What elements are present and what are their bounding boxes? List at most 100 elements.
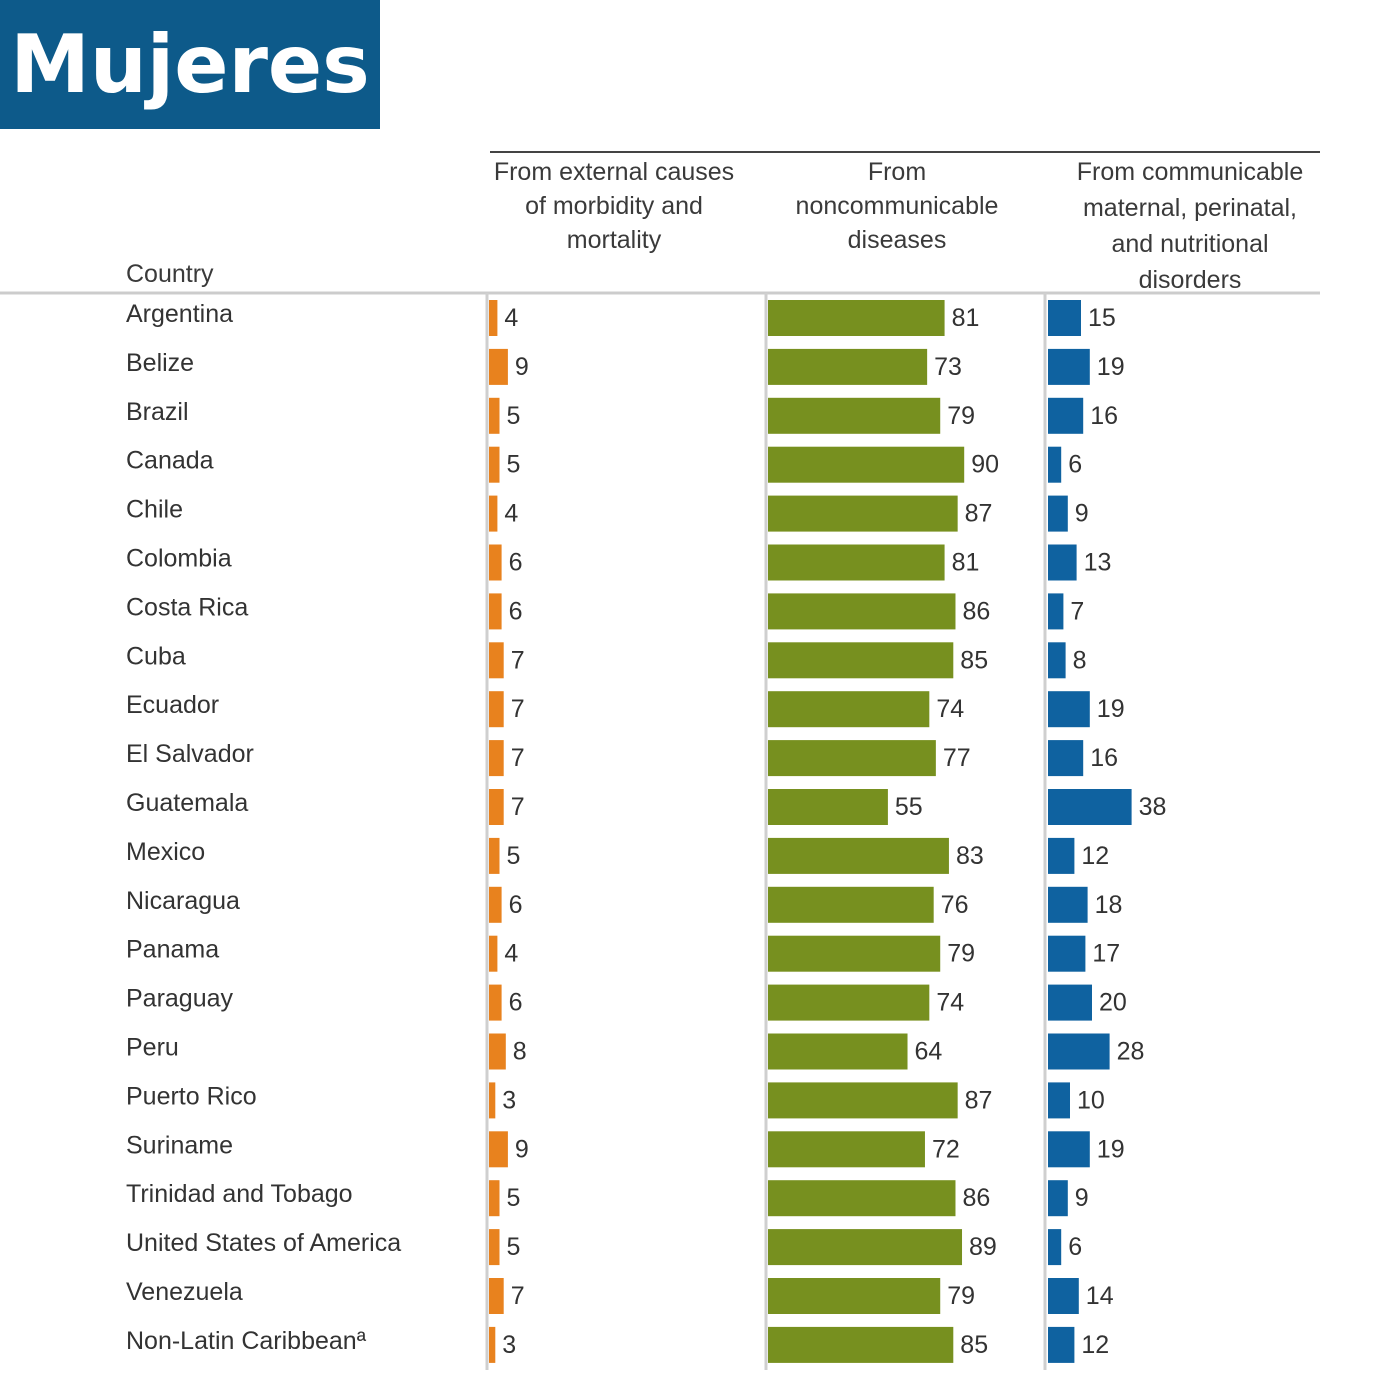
value-label: 5 bbox=[507, 451, 521, 479]
column-header-line: From external causes bbox=[494, 158, 734, 186]
value-label: 19 bbox=[1097, 353, 1125, 381]
bar bbox=[489, 886, 502, 923]
country-label: Venezuela bbox=[126, 1278, 243, 1306]
value-label: 19 bbox=[1097, 1135, 1125, 1163]
country-label: Colombia bbox=[126, 545, 232, 573]
value-label: 18 bbox=[1095, 891, 1123, 919]
value-label: 72 bbox=[932, 1135, 960, 1163]
bar bbox=[768, 691, 930, 728]
value-label: 3 bbox=[502, 1086, 516, 1114]
bar bbox=[1048, 789, 1132, 825]
bar bbox=[489, 300, 498, 336]
value-label: 19 bbox=[1097, 695, 1125, 723]
bar bbox=[1048, 1131, 1090, 1168]
bar bbox=[1048, 348, 1090, 385]
value-label: 87 bbox=[965, 1086, 993, 1114]
value-label: 9 bbox=[1075, 1184, 1089, 1212]
country-label: Nicaragua bbox=[126, 887, 240, 915]
bar bbox=[768, 886, 934, 923]
value-label: 14 bbox=[1086, 1282, 1114, 1310]
country-label: Mexico bbox=[126, 838, 205, 866]
value-label: 9 bbox=[1075, 500, 1089, 528]
column-headers: From external causes of morbidity and mort… bbox=[494, 158, 1303, 294]
row-header-country: Country bbox=[126, 260, 214, 288]
column-header-line: of morbidity and bbox=[525, 192, 703, 220]
value-label: 77 bbox=[943, 744, 971, 772]
bar bbox=[1048, 544, 1077, 581]
country-label: Belize bbox=[126, 349, 194, 377]
bar bbox=[489, 1229, 500, 1266]
value-label: 10 bbox=[1077, 1086, 1105, 1114]
value-label: 7 bbox=[511, 1282, 525, 1310]
value-label: 74 bbox=[936, 989, 964, 1017]
value-label: 38 bbox=[1139, 793, 1167, 821]
bar bbox=[1048, 1326, 1075, 1363]
value-label: 5 bbox=[507, 402, 521, 430]
bar bbox=[768, 740, 936, 777]
column-header-line: diseases bbox=[848, 226, 947, 254]
country-label: Costa Rica bbox=[126, 593, 248, 621]
bar bbox=[768, 1278, 941, 1314]
bar bbox=[768, 1229, 963, 1266]
value-label: 5 bbox=[507, 1184, 521, 1212]
value-label: 5 bbox=[507, 842, 521, 870]
value-label: 16 bbox=[1090, 744, 1118, 772]
bar bbox=[1048, 691, 1090, 728]
bar bbox=[489, 1131, 508, 1168]
country-label: Guatemala bbox=[126, 789, 248, 817]
country-label: Ecuador bbox=[126, 691, 219, 719]
bar bbox=[1048, 642, 1066, 679]
column-header-line: From communicable bbox=[1077, 158, 1303, 186]
bar bbox=[1048, 593, 1064, 630]
bar bbox=[768, 1033, 908, 1070]
value-label: 16 bbox=[1090, 402, 1118, 430]
value-label: 15 bbox=[1088, 304, 1116, 332]
country-label: Brazil bbox=[126, 398, 189, 426]
bar bbox=[489, 691, 504, 728]
country-label: Trinidad and Tobago bbox=[126, 1180, 353, 1208]
country-label: Puerto Rico bbox=[126, 1082, 257, 1110]
value-label: 55 bbox=[895, 793, 923, 821]
bar bbox=[768, 1131, 925, 1168]
column-header-line: mortality bbox=[567, 226, 662, 254]
value-label: 5 bbox=[507, 1233, 521, 1261]
value-label: 13 bbox=[1084, 549, 1112, 577]
column-header-line: maternal, perinatal, bbox=[1083, 194, 1297, 222]
value-label: 4 bbox=[504, 500, 518, 528]
bar bbox=[768, 348, 928, 385]
bar bbox=[1048, 886, 1088, 923]
bar bbox=[489, 1278, 504, 1314]
bar bbox=[1048, 1033, 1110, 1070]
value-label: 6 bbox=[509, 891, 523, 919]
bar bbox=[768, 446, 965, 483]
country-label: Canada bbox=[126, 447, 214, 475]
bar bbox=[489, 1326, 496, 1363]
bar bbox=[768, 300, 945, 336]
value-label: 9 bbox=[515, 1135, 529, 1163]
value-label: 85 bbox=[960, 646, 988, 674]
country-label: Peru bbox=[126, 1034, 179, 1062]
bar bbox=[1048, 300, 1081, 336]
value-label: 7 bbox=[511, 744, 525, 772]
bar bbox=[768, 495, 958, 532]
value-label: 79 bbox=[947, 1282, 975, 1310]
title-banner: Mujeres bbox=[0, 0, 380, 129]
value-label: 6 bbox=[509, 597, 523, 625]
value-label: 89 bbox=[969, 1233, 997, 1261]
value-label: 8 bbox=[1073, 646, 1087, 674]
bar bbox=[768, 935, 941, 972]
bar bbox=[768, 984, 930, 1021]
column-header-line: From bbox=[868, 158, 926, 186]
bar bbox=[768, 789, 888, 825]
bar bbox=[768, 1326, 954, 1363]
value-label: 7 bbox=[1070, 597, 1084, 625]
bar bbox=[489, 1033, 506, 1070]
bar bbox=[1048, 1180, 1068, 1217]
value-label: 6 bbox=[1068, 451, 1082, 479]
bar bbox=[489, 495, 498, 532]
bar bbox=[489, 837, 500, 874]
value-label: 81 bbox=[952, 304, 980, 332]
value-label: 79 bbox=[947, 402, 975, 430]
